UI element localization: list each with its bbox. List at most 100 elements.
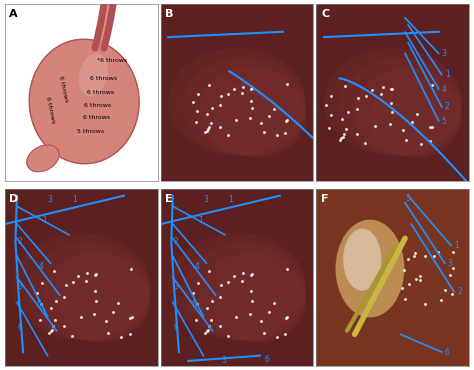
Text: B: B	[165, 9, 173, 19]
Point	[238, 90, 246, 96]
Point	[190, 99, 197, 105]
Point	[47, 328, 55, 334]
Point	[50, 323, 57, 329]
Ellipse shape	[214, 262, 306, 342]
Text: 5: 5	[36, 300, 41, 309]
Text: 5: 5	[192, 300, 197, 309]
Point	[410, 253, 418, 259]
Point	[273, 132, 281, 138]
Point	[48, 327, 56, 333]
Point	[389, 85, 396, 91]
Point	[50, 268, 57, 274]
Point	[408, 119, 416, 125]
Point	[260, 129, 268, 135]
Point	[217, 124, 224, 130]
Point	[218, 282, 225, 287]
Point	[238, 278, 246, 284]
Ellipse shape	[343, 229, 382, 291]
Point	[387, 86, 395, 92]
Text: E: E	[165, 194, 173, 204]
Point	[118, 334, 125, 340]
Text: 6 throws: 6 throws	[57, 75, 68, 103]
Point	[449, 265, 457, 271]
Point	[270, 106, 278, 112]
Point	[47, 305, 55, 311]
Point	[53, 298, 60, 304]
Point	[417, 141, 425, 147]
Point	[203, 328, 210, 334]
Ellipse shape	[79, 53, 108, 96]
Point	[282, 315, 290, 321]
Point	[282, 130, 289, 136]
Point	[450, 249, 457, 255]
Point	[400, 267, 408, 273]
Point	[284, 314, 292, 320]
Text: 4: 4	[195, 262, 200, 271]
Point	[206, 83, 213, 88]
Point	[201, 330, 209, 336]
Point	[207, 317, 215, 323]
Ellipse shape	[199, 68, 306, 157]
Point	[126, 332, 133, 337]
Point	[60, 294, 68, 300]
Ellipse shape	[336, 220, 404, 317]
Point	[239, 84, 247, 90]
Point	[92, 271, 100, 277]
Point	[204, 327, 212, 333]
Point	[368, 87, 376, 93]
Text: *6 throws: *6 throws	[97, 58, 127, 63]
Point	[203, 111, 210, 117]
Point	[283, 81, 291, 87]
Point	[46, 330, 53, 336]
Text: 6 throws: 6 throws	[87, 90, 115, 95]
Point	[343, 126, 350, 132]
Point	[326, 125, 333, 131]
Point	[91, 272, 99, 278]
Point	[36, 317, 44, 323]
Point	[282, 118, 290, 124]
Text: 3: 3	[222, 356, 227, 364]
Point	[194, 280, 201, 286]
Point	[203, 305, 210, 311]
Text: C: C	[321, 9, 329, 19]
Point	[204, 127, 212, 132]
Point	[62, 282, 69, 287]
Point	[192, 317, 200, 323]
Point	[126, 315, 134, 321]
Text: 1: 1	[198, 216, 203, 225]
Point	[225, 91, 232, 97]
Text: 6: 6	[264, 355, 269, 364]
Text: 6 throws: 6 throws	[46, 97, 56, 124]
Point	[430, 253, 438, 259]
Point	[37, 302, 45, 307]
Ellipse shape	[12, 233, 150, 340]
Point	[233, 313, 240, 319]
Point	[353, 131, 361, 137]
Point	[230, 86, 238, 92]
Ellipse shape	[339, 58, 462, 156]
Text: 4: 4	[442, 84, 447, 94]
Point	[446, 272, 453, 278]
Ellipse shape	[324, 48, 462, 155]
Text: D: D	[9, 194, 18, 204]
Text: 3: 3	[448, 259, 453, 268]
Point	[323, 102, 330, 108]
Text: 2: 2	[18, 238, 22, 246]
Point	[248, 105, 255, 111]
Point	[421, 253, 429, 259]
Point	[248, 85, 255, 91]
Point	[344, 109, 352, 115]
Point	[225, 279, 232, 285]
Point	[273, 334, 281, 340]
Point	[413, 111, 421, 117]
Ellipse shape	[168, 48, 306, 155]
Point	[218, 93, 225, 99]
Text: 3: 3	[442, 49, 447, 58]
Ellipse shape	[27, 243, 150, 340]
Text: 2: 2	[445, 102, 449, 111]
Point	[411, 250, 419, 256]
Point	[339, 134, 347, 140]
Point	[371, 123, 379, 129]
Point	[328, 93, 335, 99]
Text: 3: 3	[173, 282, 178, 291]
